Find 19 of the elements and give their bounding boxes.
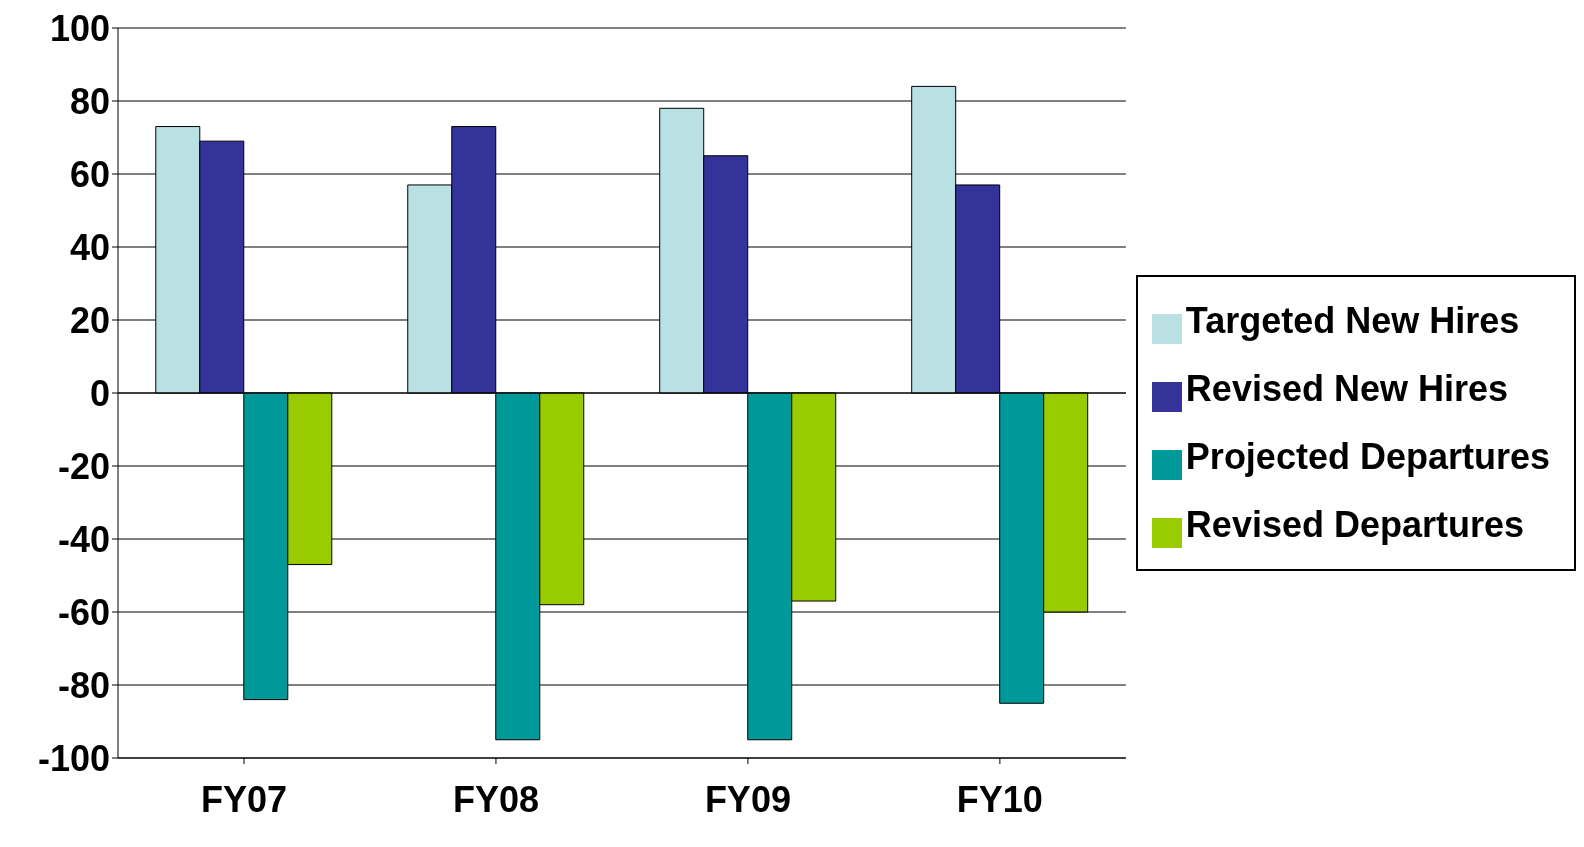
y-tick-label: 40 bbox=[69, 226, 110, 268]
y-tick-label: 20 bbox=[69, 299, 110, 341]
legend-label: Targeted New Hires bbox=[1185, 300, 1520, 341]
y-tick-label: 0 bbox=[89, 372, 110, 414]
x-tick-label: FY10 bbox=[956, 778, 1043, 820]
y-tick-label: 60 bbox=[69, 153, 110, 195]
legend-label: Revised Departures bbox=[1185, 504, 1525, 545]
legend-label: Revised New Hires bbox=[1185, 368, 1509, 409]
x-tick-label: FY08 bbox=[452, 778, 539, 820]
y-tick-label: -40 bbox=[57, 518, 110, 560]
y-tick-label: -80 bbox=[57, 664, 110, 706]
y-tick-label: -20 bbox=[57, 445, 110, 487]
y-tick-label: -60 bbox=[57, 591, 110, 633]
y-tick-label: -100 bbox=[37, 737, 110, 779]
x-tick-label: FY07 bbox=[200, 778, 288, 820]
legend-label: Projected Departures bbox=[1185, 436, 1550, 477]
y-tick-label: 80 bbox=[69, 80, 110, 122]
y-tick-label: 100 bbox=[49, 7, 110, 49]
x-tick-label: FY09 bbox=[704, 778, 791, 820]
